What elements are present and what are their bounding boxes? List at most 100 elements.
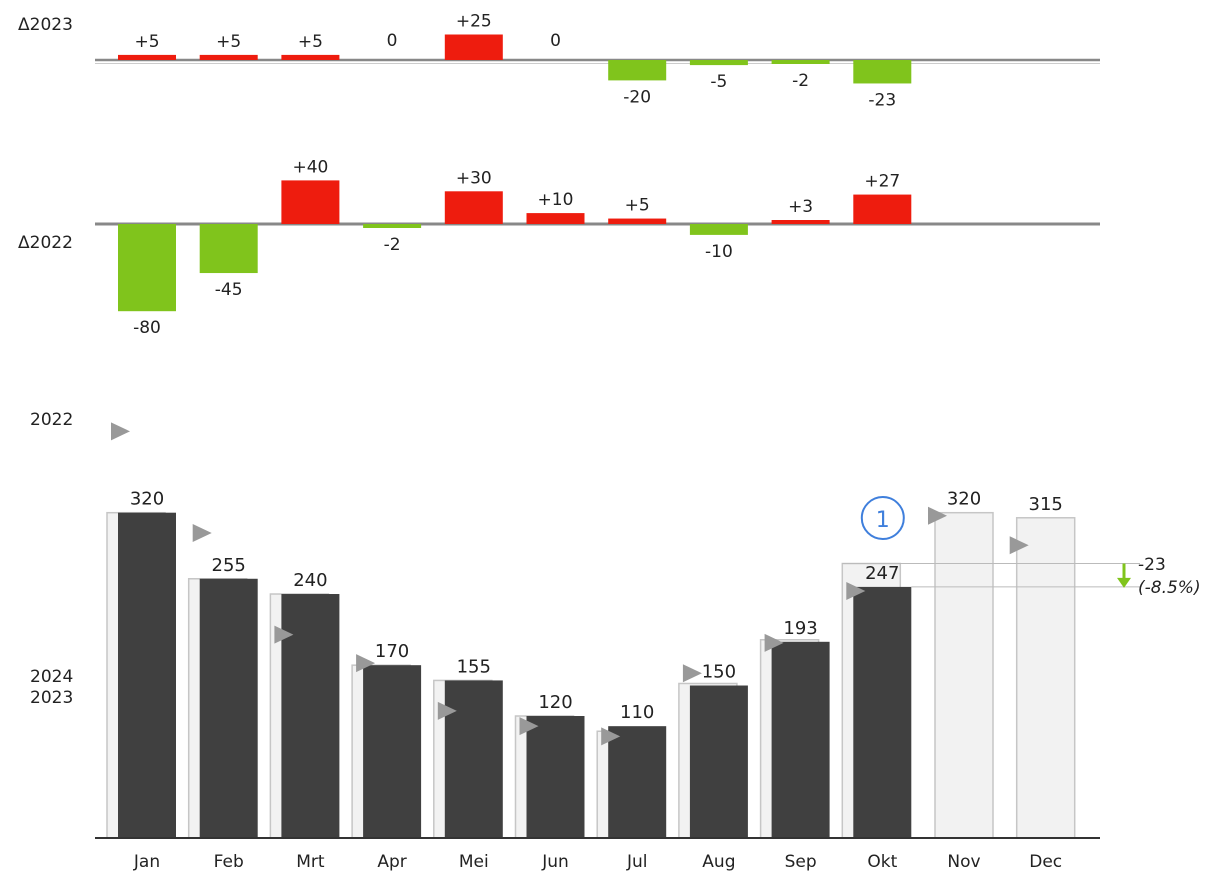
value-label-apr: 170: [375, 641, 409, 662]
delta2023-label-jul: -20: [623, 87, 651, 107]
annotation-percent: (-8.5%): [1138, 578, 1201, 598]
value-label-aug: 150: [702, 662, 736, 683]
row-label-2022: 2022: [30, 410, 73, 430]
delta2023-label-feb: +5: [216, 32, 241, 52]
tick-label-jul: Jul: [626, 852, 648, 872]
row-label-2024: 2024: [30, 667, 73, 687]
delta2022-title: Δ2022: [18, 233, 73, 253]
bar-2024-jul: [608, 726, 667, 838]
value-label-okt: 247: [865, 563, 899, 584]
marker-2022-mrt: [274, 625, 294, 644]
delta2022-label-mrt: +40: [292, 157, 328, 177]
marker-2022-apr: [356, 654, 376, 673]
delta2023-panel: Δ2023 +5 +5 +5 0 +25 0 -20 -5 -2 -23: [18, 12, 1100, 110]
marker-2022-okt: [846, 581, 866, 600]
bar-2023-nov: [934, 511, 994, 839]
delta2023-label-jun: 0: [550, 31, 561, 51]
value-label-sep: 193: [783, 618, 817, 639]
delta2022-label-okt: +27: [864, 172, 900, 192]
bar-2024-apr: [363, 665, 422, 838]
delta2022-label-feb: -45: [215, 280, 243, 300]
delta2023-bar-feb: [199, 54, 258, 60]
marker-2022-jul: [601, 727, 621, 746]
bar-2023-dec: [1015, 517, 1076, 839]
marker-2022-mei: [437, 701, 457, 720]
delta2023-label-aug: -5: [710, 72, 727, 92]
delta2022-label-mei: +30: [456, 168, 492, 188]
delta2022-label-sep: +3: [788, 197, 813, 217]
delta2022-bar-jul: [608, 218, 667, 224]
annotation-arrow-head: [1117, 577, 1131, 588]
value-label-mrt: 240: [293, 570, 327, 591]
value-label-mei: 155: [457, 656, 491, 677]
delta2023-bar-okt: [853, 60, 912, 84]
bar-2024-mrt: [281, 594, 340, 838]
delta2022-label-aug: -10: [705, 242, 733, 262]
marker-2022-jan: [111, 422, 130, 441]
value-label-jun: 120: [538, 692, 572, 713]
annotation-badge: [860, 496, 905, 540]
tick-label-okt: Okt: [867, 852, 897, 872]
tick-label-sep: Sep: [785, 852, 817, 872]
marker-2022-jun: [519, 717, 539, 736]
delta2023-label-apr: 0: [387, 31, 398, 51]
delta2022-bar-sep: [771, 220, 830, 224]
bar-2024-feb: [199, 578, 258, 838]
delta2023-label-mei: +25: [456, 12, 492, 32]
bar-2024-okt: [853, 586, 912, 838]
tick-label-aug: Aug: [702, 852, 735, 872]
annotation-delta: -23: [1138, 555, 1166, 575]
tick-label-feb: Feb: [214, 852, 244, 872]
delta2022-label-jan: -80: [133, 318, 161, 338]
delta2023-bar-aug: [689, 60, 748, 66]
bar-2024-aug: [689, 685, 748, 838]
tick-label-jan: Jan: [133, 852, 160, 872]
bar-2024-jan: [118, 512, 176, 838]
delta2022-bar-mei: [444, 191, 503, 224]
delta2022-label-apr: -2: [384, 235, 401, 255]
annotation-badge-number: 1: [876, 508, 890, 533]
delta2023-bar-mei: [444, 34, 503, 60]
bar-2024-sep: [771, 641, 830, 838]
main-panel: 2022 2024 2023 320 255 240 170 155 120 110 150 1…: [30, 410, 1201, 872]
bar-2024-jun: [526, 716, 585, 838]
delta2022-label-jul: +5: [625, 196, 650, 216]
delta2022-bar-okt: [853, 194, 912, 224]
delta2022-bar-mrt: [281, 180, 340, 224]
value-label-jul: 110: [620, 702, 654, 723]
marker-2022-sep: [764, 633, 784, 652]
delta2023-bar-sep: [771, 60, 830, 64]
tick-label-nov: Nov: [947, 852, 980, 872]
marker-2022-nov: [928, 506, 947, 525]
tick-label-jun: Jun: [541, 852, 569, 872]
value-label-dec: 315: [1029, 494, 1063, 515]
tick-label-apr: Apr: [377, 852, 406, 872]
delta2022-panel: Δ2022 -80 -45 +40 -2 +30 +10 +5 -10 +3 +27: [18, 157, 1100, 338]
tick-label-dec: Dec: [1029, 852, 1062, 872]
delta2022-label-jun: +10: [538, 190, 574, 210]
marker-2022-dec: [1009, 536, 1029, 555]
delta2022-bar-jan: [118, 224, 176, 312]
marker-2022-aug: [682, 664, 702, 683]
marker-2022-feb: [192, 524, 212, 543]
tick-label-mrt: Mrt: [296, 852, 325, 872]
delta2023-bar-jul: [608, 60, 667, 81]
delta2022-bar-aug: [689, 224, 748, 235]
value-label-jan: 320: [130, 489, 164, 510]
delta2023-title: Δ2023: [18, 15, 73, 35]
delta2023-label-jan: +5: [134, 32, 159, 52]
value-label-feb: 255: [212, 555, 246, 576]
tick-label-mei: Mei: [459, 852, 489, 872]
delta2023-bar-jan: [118, 54, 176, 60]
bar-2024-mei: [444, 680, 503, 838]
delta2023-label-okt: -23: [868, 90, 896, 110]
delta2022-bar-jun: [526, 213, 585, 224]
delta2023-label-sep: -2: [792, 71, 809, 91]
delta2022-bar-apr: [363, 224, 422, 228]
delta2023-label-mrt: +5: [298, 32, 323, 52]
delta2022-bar-feb: [199, 224, 258, 274]
row-label-2023: 2023: [30, 688, 73, 708]
value-label-nov: 320: [947, 489, 981, 510]
delta2023-bar-mrt: [281, 54, 340, 60]
